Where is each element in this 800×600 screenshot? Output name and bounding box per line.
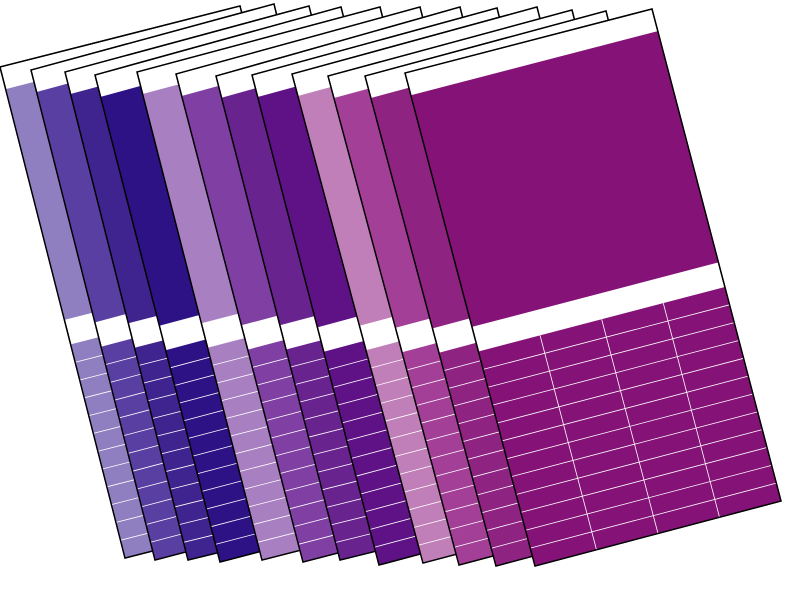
card-swatch-upper [410, 31, 719, 327]
color-card [404, 8, 782, 567]
grid-line-vertical [601, 319, 659, 534]
grid-line-vertical [662, 303, 720, 518]
grid-line-vertical [539, 335, 597, 550]
card-outline [404, 8, 782, 567]
